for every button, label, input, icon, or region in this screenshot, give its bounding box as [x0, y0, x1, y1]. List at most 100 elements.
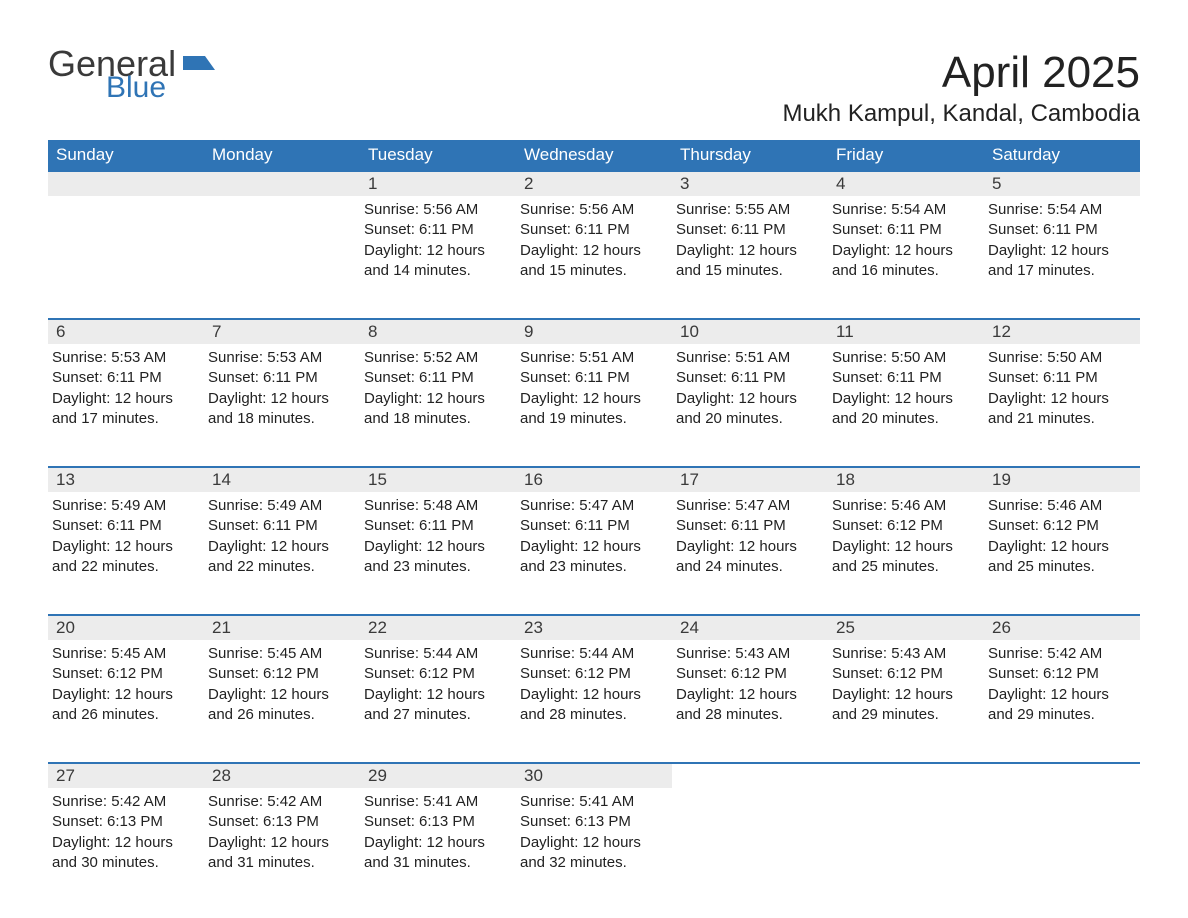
day-number: 18: [828, 468, 984, 492]
sunrise-text: Sunrise: 5:42 AM: [208, 792, 356, 812]
sunrise-text: Sunrise: 5:54 AM: [988, 200, 1136, 220]
day-number: 7: [204, 320, 360, 344]
day-number: 16: [516, 468, 672, 492]
calendar-day-cell: 11Sunrise: 5:50 AMSunset: 6:11 PMDayligh…: [828, 319, 984, 467]
day-number: 26: [984, 616, 1140, 640]
daylight-text: Daylight: 12 hours and 23 minutes.: [364, 537, 512, 578]
calendar-page: General Blue April 2025 Mukh Kampul, Kan…: [0, 0, 1188, 918]
sunrise-text: Sunrise: 5:43 AM: [832, 644, 980, 664]
daylight-text: Daylight: 12 hours and 18 minutes.: [208, 389, 356, 430]
day-number: 27: [48, 764, 204, 788]
day-number: 17: [672, 468, 828, 492]
day-body: Sunrise: 5:52 AMSunset: 6:11 PMDaylight:…: [360, 344, 516, 433]
daylight-text: Daylight: 12 hours and 19 minutes.: [520, 389, 668, 430]
sunrise-text: Sunrise: 5:43 AM: [676, 644, 824, 664]
sunrise-text: Sunrise: 5:44 AM: [364, 644, 512, 664]
day-number: 29: [360, 764, 516, 788]
calendar-day-cell: 19Sunrise: 5:46 AMSunset: 6:12 PMDayligh…: [984, 467, 1140, 615]
day-number: 14: [204, 468, 360, 492]
daylight-text: Daylight: 12 hours and 18 minutes.: [364, 389, 512, 430]
calendar-day-cell: 10Sunrise: 5:51 AMSunset: 6:11 PMDayligh…: [672, 319, 828, 467]
sunset-text: Sunset: 6:11 PM: [520, 220, 668, 240]
calendar-day-cell: 6Sunrise: 5:53 AMSunset: 6:11 PMDaylight…: [48, 319, 204, 467]
weekday-header: Friday: [828, 140, 984, 171]
sunset-text: Sunset: 6:11 PM: [208, 516, 356, 536]
calendar-header-row: SundayMondayTuesdayWednesdayThursdayFrid…: [48, 140, 1140, 171]
sunset-text: Sunset: 6:13 PM: [364, 812, 512, 832]
calendar-day-cell: 17Sunrise: 5:47 AMSunset: 6:11 PMDayligh…: [672, 467, 828, 615]
sunset-text: Sunset: 6:13 PM: [208, 812, 356, 832]
sunset-text: Sunset: 6:12 PM: [364, 664, 512, 684]
day-number: 19: [984, 468, 1140, 492]
sunrise-text: Sunrise: 5:53 AM: [52, 348, 200, 368]
day-number: 22: [360, 616, 516, 640]
sunset-text: Sunset: 6:11 PM: [520, 368, 668, 388]
sunrise-text: Sunrise: 5:48 AM: [364, 496, 512, 516]
sunrise-text: Sunrise: 5:50 AM: [832, 348, 980, 368]
weekday-header: Tuesday: [360, 140, 516, 171]
calendar-day-cell: 24Sunrise: 5:43 AMSunset: 6:12 PMDayligh…: [672, 615, 828, 763]
sunrise-text: Sunrise: 5:45 AM: [208, 644, 356, 664]
calendar-day-cell: [984, 763, 1140, 911]
sunset-text: Sunset: 6:12 PM: [52, 664, 200, 684]
day-body: Sunrise: 5:44 AMSunset: 6:12 PMDaylight:…: [516, 640, 672, 729]
calendar-day-cell: 27Sunrise: 5:42 AMSunset: 6:13 PMDayligh…: [48, 763, 204, 911]
daylight-text: Daylight: 12 hours and 29 minutes.: [832, 685, 980, 726]
day-number: 20: [48, 616, 204, 640]
day-number: 28: [204, 764, 360, 788]
day-body: Sunrise: 5:49 AMSunset: 6:11 PMDaylight:…: [48, 492, 204, 581]
calendar-day-cell: 20Sunrise: 5:45 AMSunset: 6:12 PMDayligh…: [48, 615, 204, 763]
calendar-day-cell: 4Sunrise: 5:54 AMSunset: 6:11 PMDaylight…: [828, 171, 984, 319]
day-body: Sunrise: 5:43 AMSunset: 6:12 PMDaylight:…: [672, 640, 828, 729]
daylight-text: Daylight: 12 hours and 32 minutes.: [520, 833, 668, 874]
day-number: 25: [828, 616, 984, 640]
daylight-text: Daylight: 12 hours and 20 minutes.: [832, 389, 980, 430]
day-number: 23: [516, 616, 672, 640]
sunrise-text: Sunrise: 5:42 AM: [988, 644, 1136, 664]
daylight-text: Daylight: 12 hours and 31 minutes.: [364, 833, 512, 874]
day-body: Sunrise: 5:49 AMSunset: 6:11 PMDaylight:…: [204, 492, 360, 581]
sunset-text: Sunset: 6:11 PM: [520, 516, 668, 536]
weekday-header: Wednesday: [516, 140, 672, 171]
daylight-text: Daylight: 12 hours and 17 minutes.: [52, 389, 200, 430]
daylight-text: Daylight: 12 hours and 14 minutes.: [364, 241, 512, 282]
calendar-day-cell: 1Sunrise: 5:56 AMSunset: 6:11 PMDaylight…: [360, 171, 516, 319]
day-body: Sunrise: 5:42 AMSunset: 6:13 PMDaylight:…: [204, 788, 360, 877]
day-number: 21: [204, 616, 360, 640]
calendar-day-cell: 7Sunrise: 5:53 AMSunset: 6:11 PMDaylight…: [204, 319, 360, 467]
day-body: Sunrise: 5:43 AMSunset: 6:12 PMDaylight:…: [828, 640, 984, 729]
day-body: Sunrise: 5:48 AMSunset: 6:11 PMDaylight:…: [360, 492, 516, 581]
sunset-text: Sunset: 6:12 PM: [676, 664, 824, 684]
day-body: Sunrise: 5:50 AMSunset: 6:11 PMDaylight:…: [984, 344, 1140, 433]
day-number: 13: [48, 468, 204, 492]
daylight-text: Daylight: 12 hours and 29 minutes.: [988, 685, 1136, 726]
sunset-text: Sunset: 6:11 PM: [52, 516, 200, 536]
page-header: General Blue April 2025 Mukh Kampul, Kan…: [48, 48, 1140, 128]
sunrise-text: Sunrise: 5:49 AM: [52, 496, 200, 516]
sunset-text: Sunset: 6:12 PM: [832, 516, 980, 536]
day-body: Sunrise: 5:46 AMSunset: 6:12 PMDaylight:…: [984, 492, 1140, 581]
daylight-text: Daylight: 12 hours and 20 minutes.: [676, 389, 824, 430]
daylight-text: Daylight: 12 hours and 15 minutes.: [520, 241, 668, 282]
calendar-week-row: 27Sunrise: 5:42 AMSunset: 6:13 PMDayligh…: [48, 763, 1140, 911]
calendar-day-cell: 2Sunrise: 5:56 AMSunset: 6:11 PMDaylight…: [516, 171, 672, 319]
logo-text: General Blue: [48, 48, 215, 101]
calendar-day-cell: 21Sunrise: 5:45 AMSunset: 6:12 PMDayligh…: [204, 615, 360, 763]
calendar-day-cell: 18Sunrise: 5:46 AMSunset: 6:12 PMDayligh…: [828, 467, 984, 615]
sunrise-text: Sunrise: 5:46 AM: [988, 496, 1136, 516]
calendar-day-cell: [204, 171, 360, 319]
daylight-text: Daylight: 12 hours and 15 minutes.: [676, 241, 824, 282]
sunset-text: Sunset: 6:11 PM: [676, 516, 824, 536]
sunset-text: Sunset: 6:11 PM: [832, 368, 980, 388]
sunrise-text: Sunrise: 5:51 AM: [676, 348, 824, 368]
sunrise-text: Sunrise: 5:42 AM: [52, 792, 200, 812]
day-number: 15: [360, 468, 516, 492]
sunrise-text: Sunrise: 5:50 AM: [988, 348, 1136, 368]
daylight-text: Daylight: 12 hours and 28 minutes.: [676, 685, 824, 726]
sunrise-text: Sunrise: 5:46 AM: [832, 496, 980, 516]
calendar-week-row: 13Sunrise: 5:49 AMSunset: 6:11 PMDayligh…: [48, 467, 1140, 615]
sunrise-text: Sunrise: 5:44 AM: [520, 644, 668, 664]
day-body: Sunrise: 5:41 AMSunset: 6:13 PMDaylight:…: [360, 788, 516, 877]
day-body: Sunrise: 5:51 AMSunset: 6:11 PMDaylight:…: [672, 344, 828, 433]
daylight-text: Daylight: 12 hours and 26 minutes.: [52, 685, 200, 726]
